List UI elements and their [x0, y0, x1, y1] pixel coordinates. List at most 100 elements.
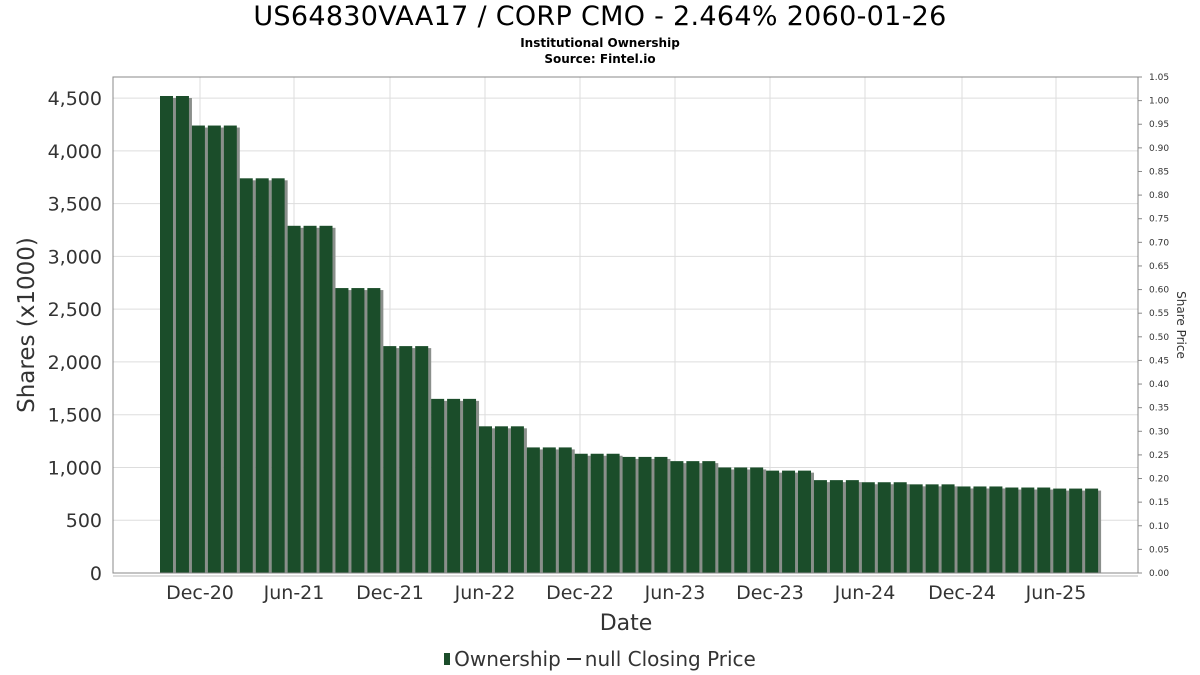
- y-tick-label: 500: [66, 510, 102, 532]
- ownership-bar: [526, 447, 540, 573]
- y2-tick-label: 0.80: [1149, 191, 1169, 201]
- ownership-bar: [750, 467, 764, 573]
- price-legend-label: null Closing Price: [584, 647, 756, 671]
- price-legend-line: [566, 658, 581, 660]
- ownership-bar: [494, 426, 508, 573]
- ownership-bar: [941, 484, 955, 573]
- ownership-bar: [367, 288, 381, 573]
- y2-tick-label: 0.05: [1149, 545, 1169, 555]
- y2-tick-label: 1.00: [1149, 97, 1169, 107]
- ownership-bar: [558, 447, 572, 573]
- y2-tick-label: 0.10: [1149, 522, 1169, 532]
- ownership-bar: [463, 398, 477, 573]
- ownership-bar: [654, 456, 668, 573]
- ownership-bar: [191, 125, 205, 573]
- chart-title: US64830VAA17 / CORP CMO - 2.464% 2060-01…: [253, 1, 947, 32]
- x-tick-label: Dec-22: [546, 582, 614, 604]
- ownership-legend-label: Ownership: [454, 647, 561, 671]
- y2-tick-label: 0.25: [1149, 451, 1169, 461]
- ownership-bar: [255, 178, 269, 573]
- ownership-bar: [670, 461, 684, 573]
- ownership-bar: [303, 225, 317, 574]
- ownership-bar: [510, 426, 524, 573]
- ownership-bar: [861, 482, 875, 573]
- y2-tick-label: 0.50: [1149, 333, 1169, 343]
- x-tick-label: Jun-24: [834, 582, 896, 604]
- y2-tick-label: 0.85: [1149, 167, 1169, 177]
- x-tick-label: Jun-25: [1025, 582, 1087, 604]
- x-tick-label: Jun-22: [454, 582, 516, 604]
- y2-tick-label: 0.40: [1149, 380, 1169, 390]
- ownership-bar: [638, 456, 652, 573]
- ownership-bar: [718, 467, 732, 573]
- ownership-bar: [1005, 487, 1019, 573]
- y-tick-label: 4,500: [48, 88, 102, 110]
- ownership-chart: 0 500 1,000 1,500 2,000 2,500 3,000 3,500 4,000 4…: [14, 73, 1188, 636]
- ownership-bar: [813, 480, 827, 573]
- y2-tick-label: 0.55: [1149, 309, 1169, 319]
- ownership-bar: [542, 447, 556, 573]
- ownership-bar: [319, 225, 333, 574]
- ownership-bar: [973, 486, 987, 573]
- ownership-bar: [335, 288, 349, 573]
- ownership-bar: [734, 467, 748, 573]
- ownership-legend-swatch: [444, 653, 451, 665]
- y2-tick-label: 0.90: [1149, 144, 1169, 154]
- ownership-bar: [160, 95, 173, 574]
- y2-tick-label: 0.30: [1149, 427, 1169, 437]
- ownership-bar: [782, 470, 796, 573]
- ownership-bar: [798, 470, 811, 573]
- ownership-bar: [925, 484, 939, 573]
- y-tick-label: 3,000: [48, 246, 102, 268]
- x-tick-label: Dec-24: [928, 582, 996, 604]
- y-tick-label: 1,500: [48, 405, 102, 427]
- ownership-bar: [1021, 487, 1035, 573]
- ownership-bar: [431, 398, 445, 573]
- y2-tick-label: 0.75: [1149, 215, 1169, 225]
- plot-frame: [112, 76, 1139, 574]
- chart-subtitle: Institutional Ownership: [520, 36, 680, 50]
- ownership-bar: [686, 461, 700, 573]
- ownership-bar: [415, 346, 429, 573]
- y-tick-label: 1,000: [48, 457, 102, 479]
- y-tick-label: 3,500: [48, 194, 102, 216]
- y2-tick-label: 0.60: [1149, 286, 1169, 296]
- ownership-bar: [877, 482, 891, 573]
- x-tick-label: Dec-21: [356, 582, 424, 604]
- ownership-bar: [957, 486, 971, 573]
- y-axis-title: Shares (x1000): [14, 237, 40, 413]
- y-tick-label: 2,000: [48, 352, 102, 374]
- ownership-bar: [606, 453, 620, 573]
- ownership-bar: [574, 453, 588, 573]
- ownership-bar: [1069, 488, 1083, 573]
- y-tick-label: 4,000: [48, 141, 102, 163]
- ownership-bar: [1053, 488, 1067, 573]
- ownership-bar: [1085, 488, 1099, 573]
- ownership-bar: [447, 398, 461, 573]
- ownership-bar: [909, 484, 923, 573]
- ownership-bar: [893, 482, 907, 573]
- ownership-bar: [702, 461, 716, 573]
- ownership-bar: [399, 346, 413, 573]
- ownership-bar: [271, 178, 285, 573]
- ownership-bar: [1037, 487, 1051, 573]
- ownership-bar: [479, 426, 492, 573]
- ownership-bar: [622, 456, 636, 573]
- y2-tick-label: 0.95: [1149, 120, 1169, 130]
- x-tick-label: Jun-23: [644, 582, 706, 604]
- ownership-bar: [766, 470, 780, 573]
- y2-tick-label: 0.00: [1149, 569, 1169, 579]
- ownership-bar: [175, 95, 189, 574]
- chart-source: Source: Fintel.io: [544, 52, 656, 66]
- y2-tick-label: 0.45: [1149, 356, 1169, 366]
- ownership-bar: [989, 486, 1003, 573]
- ownership-bar: [239, 178, 253, 573]
- ownership-bar: [207, 125, 221, 573]
- ownership-bar: [351, 288, 365, 573]
- y2-tick-label: 0.15: [1149, 498, 1169, 508]
- ownership-bar: [829, 480, 843, 573]
- x-axis-title: Date: [600, 611, 653, 636]
- y2-tick-label: 0.65: [1149, 262, 1169, 272]
- ownership-bar: [223, 125, 237, 573]
- y2-tick-label: 0.20: [1149, 475, 1169, 485]
